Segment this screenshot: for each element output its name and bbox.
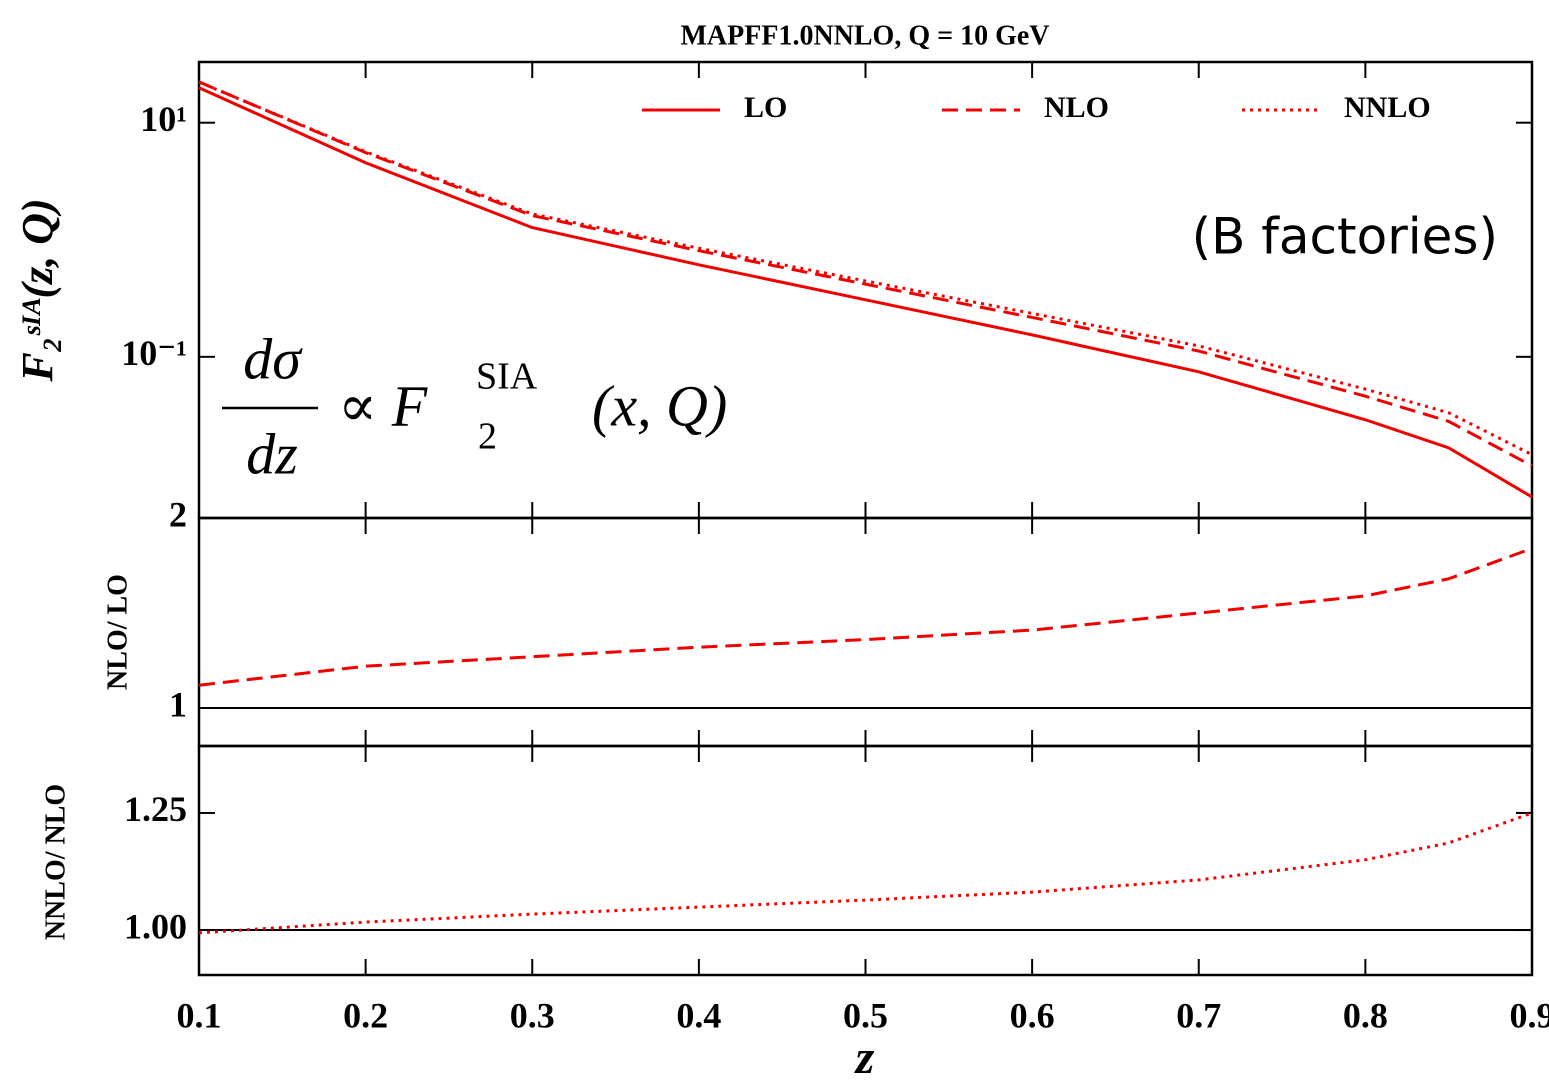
- formula-superscript: SIA: [476, 356, 538, 398]
- x-axis-label: z: [854, 1031, 875, 1084]
- x-tick-label: 0.4: [676, 995, 721, 1035]
- y-tick-label: 1.00: [124, 906, 187, 946]
- series-line: [198, 546, 1533, 687]
- y-tick-label: 10⁻¹: [121, 333, 187, 373]
- y-axis-label: NLO/ LO: [102, 574, 133, 690]
- y-axis-label: NNLO/ NLO: [40, 784, 71, 940]
- x-tick-label: 0.3: [510, 995, 555, 1035]
- plot-frame: [197, 60, 1534, 520]
- y-tick-label: 1: [169, 684, 187, 724]
- x-tick-label: 0.5: [843, 995, 888, 1035]
- x-tick-label: 0.8: [1343, 995, 1388, 1035]
- chart-title: MAPFF1.0NNLO, Q = 10 GeV: [680, 20, 1049, 51]
- legend-label: LO: [744, 91, 787, 124]
- x-tick-label: 0.7: [1176, 995, 1221, 1035]
- y-tick-label: 1.25: [124, 789, 187, 829]
- annotation: (B factories): [1192, 208, 1498, 266]
- legend-label: NLO: [1044, 91, 1109, 124]
- x-tick-label: 0.1: [177, 995, 222, 1035]
- formula-numerator: dσ: [243, 326, 303, 391]
- y-axis-label: F₂ˢᴵᴬ(z, Q): [13, 198, 62, 382]
- formula-subscript: 2: [478, 416, 497, 458]
- series-line: [198, 86, 1533, 499]
- series-line: [198, 80, 1533, 468]
- x-tick-label: 0.2: [343, 995, 388, 1035]
- plot-frame: [197, 744, 1534, 977]
- x-tick-label: 0.9: [1510, 995, 1549, 1035]
- legend-label: NNLO: [1344, 91, 1431, 124]
- y-tick-label: 10¹: [140, 99, 187, 139]
- plot-frame: [197, 516, 1534, 748]
- formula-rhs: ∝ F: [338, 373, 428, 438]
- formula-denominator: dz: [246, 421, 298, 486]
- x-tick-label: 0.6: [1010, 995, 1055, 1035]
- y-tick-label: 2: [169, 494, 187, 534]
- formula-args: (x, Q): [592, 373, 727, 438]
- formula: dσ dz ∝ F 2 SIA (x, Q): [222, 326, 727, 486]
- series-line: [198, 811, 1533, 935]
